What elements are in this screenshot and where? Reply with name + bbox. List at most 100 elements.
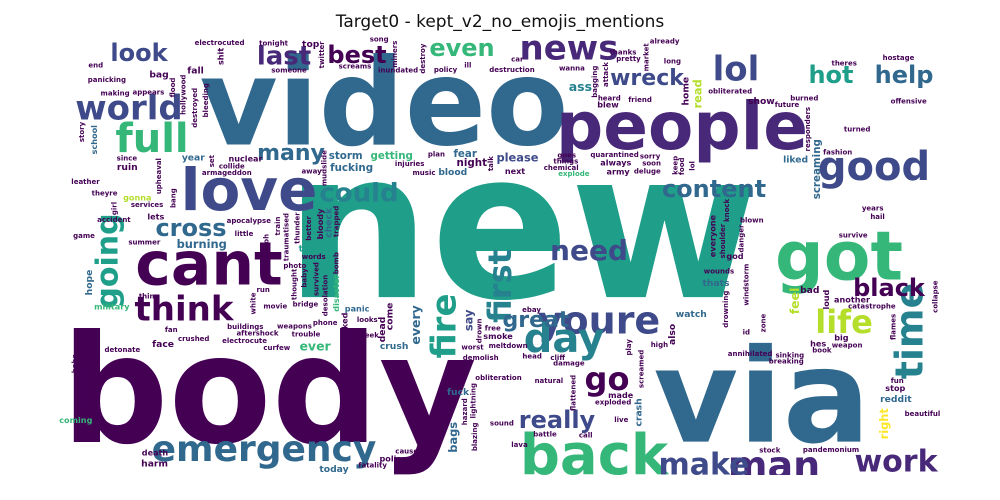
word-cloud: new body video via people cant love got back emer… xyxy=(54,36,946,475)
word-soon-174: soon xyxy=(642,160,661,168)
word-cause-202: cause xyxy=(395,448,418,456)
word-death-102: death xyxy=(142,447,169,457)
word-policy-141: policy xyxy=(434,66,458,74)
word-fear-53: fear xyxy=(453,148,477,160)
word-loud-96: loud xyxy=(821,289,831,309)
word-people-4: people xyxy=(556,88,808,165)
word-new-0: new xyxy=(285,108,759,346)
word-survived-188: survived xyxy=(312,262,320,296)
word-responders-243: responders xyxy=(804,107,812,152)
word-years-126: years xyxy=(862,205,884,213)
word-windstorm-186: windstorm xyxy=(742,264,750,306)
word-first-21: first xyxy=(481,249,519,323)
word-zone-244: zone xyxy=(759,313,767,332)
word-kids-209: kids xyxy=(444,401,452,417)
word-read-47: read xyxy=(691,79,705,108)
word-id-259: id xyxy=(743,328,750,336)
word-school-92: school xyxy=(89,125,99,154)
word-always-90: always xyxy=(600,157,631,167)
word-call-261: call xyxy=(579,432,593,440)
word-ever-45: ever xyxy=(299,339,331,354)
word-worst-252: worst xyxy=(461,344,484,352)
word-every-43: every xyxy=(408,305,423,344)
word-sorry-230: sorry xyxy=(640,153,661,161)
word-twister-62: twister xyxy=(299,243,336,254)
word-survive-140: survive xyxy=(839,232,868,240)
word-catastrophe-115: catastrophe xyxy=(848,303,896,311)
word-blown-127: blown xyxy=(740,216,764,224)
word-life-23: life xyxy=(815,303,873,341)
word-ass-42: ass xyxy=(569,79,592,94)
word-quarantined-256: quarantined xyxy=(590,151,638,159)
word-offensive-217: offensive xyxy=(891,98,927,106)
word-home-65: home xyxy=(680,77,691,106)
word-lol-260: lol xyxy=(689,161,697,171)
word-run-148: run xyxy=(256,286,269,294)
word-army-103: army xyxy=(607,167,631,177)
word-top-76: top xyxy=(302,39,320,50)
word-storm-52: storm xyxy=(329,150,363,162)
word-fall-79: fall xyxy=(187,65,204,76)
word-flattened-236: flattened xyxy=(570,375,578,411)
word-via-3: via xyxy=(653,321,870,473)
word-great-40: great xyxy=(503,308,570,333)
word-head-247: head xyxy=(522,353,541,361)
word-breaking-241: breaking xyxy=(769,357,804,365)
word-damage-205: damage xyxy=(553,360,585,368)
word-natural-213: natural xyxy=(535,377,564,385)
word-go-26: go xyxy=(585,360,630,398)
word-fuck-63: fuck xyxy=(447,387,470,398)
word-come-72: come xyxy=(385,303,396,331)
word-screamed-122: screamed xyxy=(638,350,646,388)
word-twitter-166: twitter xyxy=(318,41,326,69)
word-obliterated-181: obliterated xyxy=(708,87,752,95)
word-got-7: got xyxy=(775,218,903,297)
word-pretty-195: pretty xyxy=(616,55,641,63)
word-end-197: end xyxy=(88,61,103,69)
word-train-246: train xyxy=(274,217,282,236)
word-future-193: future xyxy=(775,101,800,109)
word-crush-58: crush xyxy=(380,341,409,352)
word-help-37: help xyxy=(875,61,934,89)
word-drowning-192: drowning xyxy=(722,291,730,328)
word-making-229: making xyxy=(101,89,130,97)
word-made-101: made xyxy=(608,390,634,400)
word-big-97: big xyxy=(834,332,849,342)
word-face-75: face xyxy=(152,339,174,350)
word-photo-147: photo xyxy=(283,262,306,270)
word-phone-238: phone xyxy=(313,319,338,327)
word-bang-161: bang xyxy=(170,188,178,208)
word-girl-143: girl xyxy=(111,202,119,215)
word-bleeding-121: bleeding xyxy=(202,83,210,117)
word-really-33: really xyxy=(519,406,596,434)
word-panicking-118: panicking xyxy=(88,76,126,84)
word-aftershock-214: aftershock xyxy=(236,330,278,338)
word-bags-50: bags xyxy=(446,422,460,453)
word-haha-194: haha xyxy=(71,354,79,374)
word-coming-91: coming xyxy=(59,415,92,425)
word-please-48: please xyxy=(497,151,539,165)
word-military-93: military xyxy=(94,301,130,311)
word-youre-10: youre xyxy=(538,299,660,343)
word-screaming-56: screaming xyxy=(811,139,823,199)
word-accident-176: accident xyxy=(97,216,131,224)
word-body-1: body xyxy=(61,304,477,475)
word-upheaval-165: upheaval xyxy=(155,158,163,194)
word-detonate-254: detonate xyxy=(105,346,141,354)
word-goes-228: goes xyxy=(557,151,576,159)
word-going-20: going xyxy=(91,213,126,308)
word-shoulder-171: shoulder xyxy=(719,223,727,258)
word-back-8: back xyxy=(520,423,670,475)
word-heard-159: heard xyxy=(598,95,621,103)
word-could-31: could xyxy=(319,179,398,209)
word-bagging-123: bagging xyxy=(591,66,599,98)
word-last-28: last xyxy=(257,42,311,72)
word-fire-22: fire xyxy=(425,293,465,358)
word-wreck-39: wreck xyxy=(610,66,685,91)
word-mudslide-164: mudslide xyxy=(320,150,328,186)
word-turned-262: turned xyxy=(844,126,871,134)
word-liked-78: liked xyxy=(783,154,808,165)
word-work-25: work xyxy=(854,445,938,476)
word-bomb-162: bomb xyxy=(333,252,341,274)
word-already-203: already xyxy=(650,37,680,45)
